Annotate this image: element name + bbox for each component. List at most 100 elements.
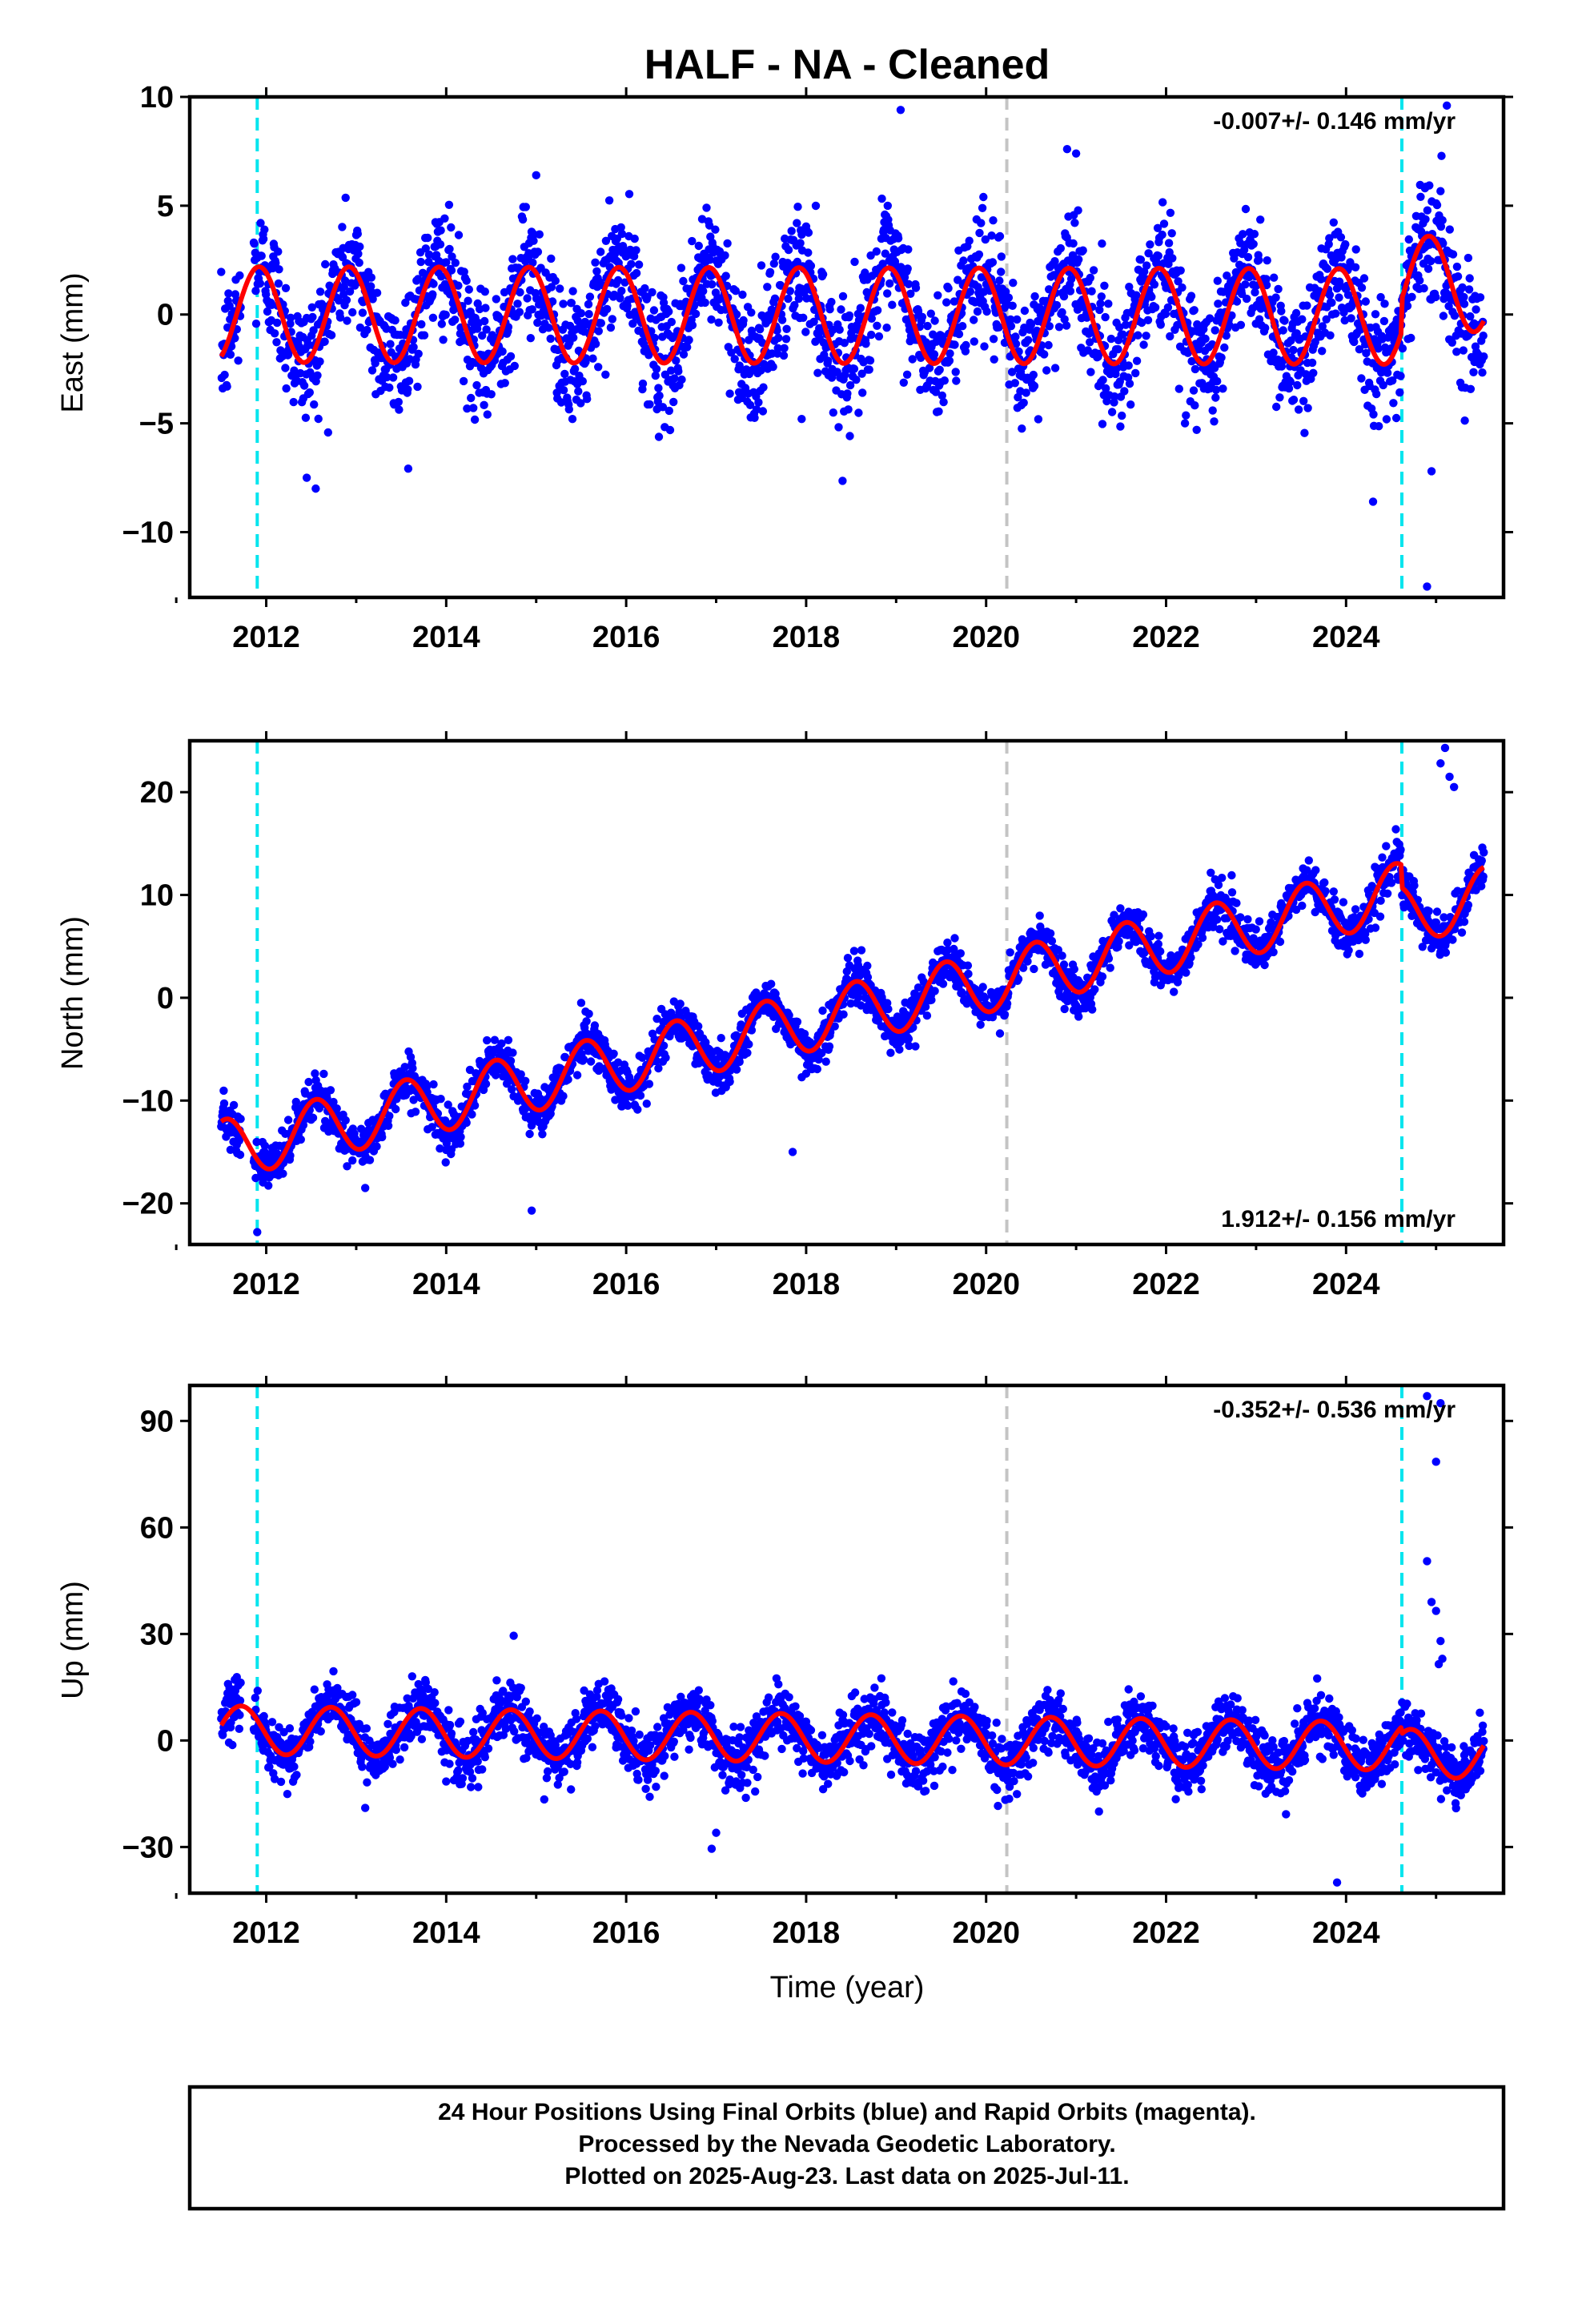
data-point [1326,331,1335,340]
data-point [585,292,595,301]
data-point [1480,352,1488,361]
data-point [1088,1005,1097,1014]
data-point [281,364,290,372]
data-point [845,380,855,390]
data-point [602,304,612,314]
data-point [827,297,836,307]
data-point [250,239,259,248]
data-point [942,298,951,307]
data-point [1320,878,1329,887]
data-point [1009,279,1018,287]
data-point [260,225,269,234]
data-point [314,414,323,424]
data-point [809,317,818,326]
data-point [1106,963,1114,972]
data-point [596,247,605,256]
data-point [1263,256,1271,265]
data-point [1011,332,1020,341]
data-point [263,307,272,316]
data-point [926,309,936,318]
data-point [1374,344,1383,353]
data-point [679,276,688,286]
data-point [308,312,317,322]
data-point [650,333,659,343]
data-point [1459,346,1468,355]
data-point [739,316,748,325]
data-point [1357,374,1366,383]
data-point [1153,223,1162,232]
data-point [1018,424,1026,433]
x-tick-label: 2020 [952,621,1020,654]
data-point [368,295,377,304]
data-point [699,287,708,296]
data-point [1006,322,1016,331]
data-point [1272,402,1281,412]
data-point [1054,323,1064,332]
data-point [286,1151,295,1160]
data-point [504,1035,513,1045]
data-point [903,264,912,273]
data-point [705,255,714,264]
data-point [1090,985,1099,994]
data-point [632,268,641,278]
data-point [1303,404,1312,412]
data-point [857,946,866,955]
data-point [1158,198,1167,207]
data-point [1219,287,1228,296]
data-point [594,363,603,372]
data-point [763,283,772,292]
data-point [758,407,768,416]
data-point [867,314,877,323]
data-point [1330,895,1339,904]
data-point [883,201,893,211]
data-point [688,236,697,246]
data-point [1251,287,1259,297]
data-point [469,404,478,412]
data-point [286,320,295,328]
data-point [523,294,532,303]
data-point [930,316,939,325]
data-point [1026,320,1036,329]
data-point [251,1173,260,1183]
data-point [1336,233,1346,242]
data-point [995,231,1005,241]
outlier-point [311,484,320,493]
data-point [1439,239,1447,248]
data-point [1388,376,1397,385]
data-point [354,249,363,259]
data-point [838,292,848,301]
data-point [708,279,717,289]
data-point [730,355,739,364]
data-point [1125,283,1134,292]
data-point [1060,315,1069,324]
data-point [1058,951,1066,960]
data-point [865,365,873,374]
x-tick-label: 2018 [773,621,841,654]
data-point [617,229,627,239]
data-point [1407,333,1415,343]
data-point [1322,315,1331,324]
data-point [560,369,569,379]
data-point [481,304,490,312]
data-point [782,324,791,333]
data-point [711,225,720,234]
data-point [436,1095,445,1104]
data-point [654,432,664,441]
data-point [857,369,866,378]
data-point [1262,275,1271,283]
data-point [727,348,736,357]
data-point [1280,316,1289,325]
data-point [994,323,1003,332]
data-point [1270,273,1279,282]
data-point [340,276,350,285]
data-point [723,239,732,248]
data-point [1115,323,1124,332]
data-point [1180,419,1190,428]
data-point [259,235,268,243]
data-point [1293,380,1302,390]
data-point [391,1104,400,1114]
data-point [752,405,761,414]
data-point [1102,384,1110,393]
data-point [1022,388,1030,397]
